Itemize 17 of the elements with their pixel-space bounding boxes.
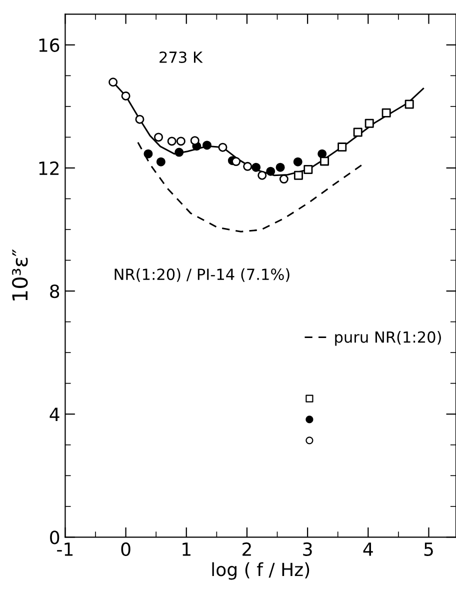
y-axis-title: 10³ε″ <box>12 249 28 300</box>
x-axis-title: log ( f / Hz) <box>212 562 310 580</box>
x-tick-label: 1 <box>182 542 190 556</box>
x-tick-label: 4 <box>363 542 373 556</box>
y-tick-label: 8 <box>50 284 60 298</box>
legend-label: puru NR(1:20) <box>335 331 441 346</box>
y-tick-label: 0 <box>50 530 60 544</box>
annotation: 273 K <box>160 51 203 64</box>
x-tick-label: 5 <box>424 542 433 556</box>
y-tick-label: 16 <box>39 38 60 52</box>
x-tick-label: 0 <box>121 542 130 556</box>
y-tick-label: 4 <box>50 408 60 421</box>
y-tick-label: 12 <box>39 161 59 175</box>
x-tick-label: -1 <box>57 542 73 556</box>
x-tick-label: 3 <box>303 542 312 556</box>
x-tick-label: 2 <box>242 542 251 556</box>
annotation: NR(1:20) / PI-14 (7.1%) <box>114 268 290 282</box>
